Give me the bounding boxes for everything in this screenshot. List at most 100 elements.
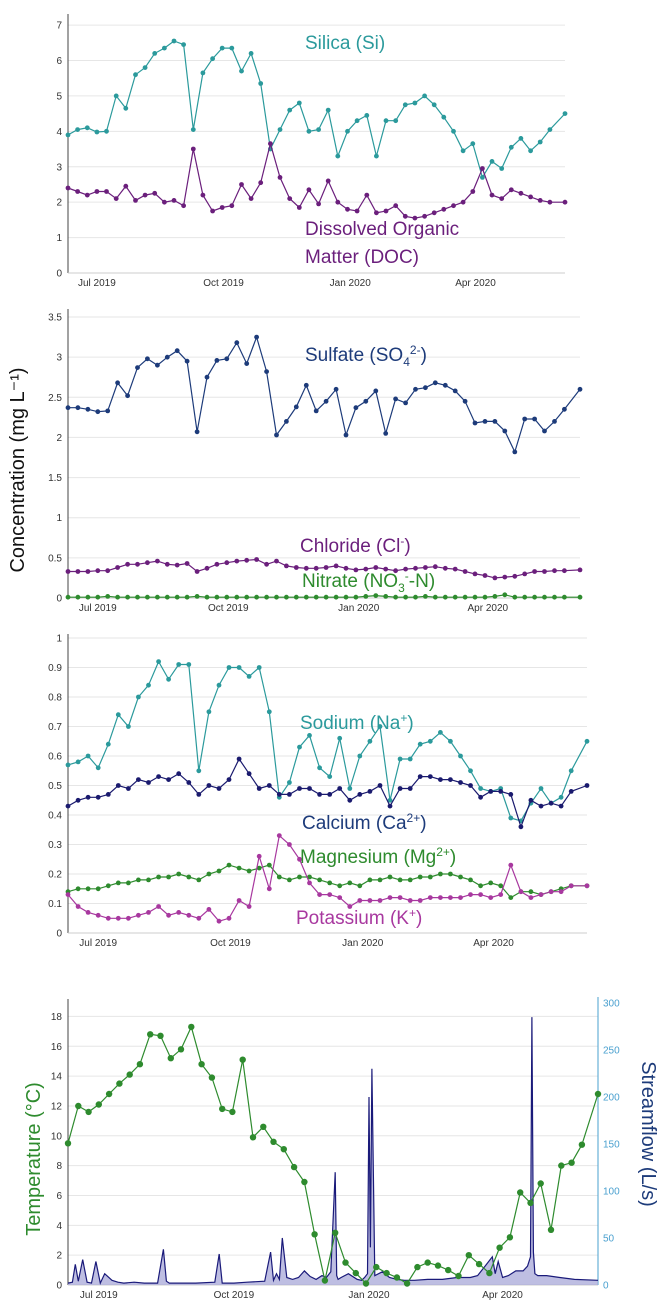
- data-point: [397, 756, 403, 762]
- data-point: [236, 665, 242, 670]
- data-point: [174, 562, 180, 568]
- data-point: [335, 153, 341, 159]
- data-point: [438, 777, 443, 782]
- data-point: [498, 883, 504, 889]
- data-point: [537, 139, 543, 145]
- data-point: [208, 1074, 216, 1081]
- data-point: [155, 594, 160, 600]
- y-tick-label: 2: [56, 198, 62, 209]
- data-point: [427, 738, 433, 744]
- data-point: [115, 380, 120, 386]
- data-point: [135, 561, 140, 567]
- data-point: [293, 565, 299, 570]
- data-point: [95, 886, 101, 892]
- data-point: [362, 1280, 370, 1287]
- x-tick-label: Oct 2019: [203, 278, 244, 289]
- data-point: [475, 1260, 483, 1268]
- y-tick-label: 3: [56, 162, 62, 173]
- data-point: [512, 449, 518, 455]
- data-point: [452, 594, 458, 600]
- panel-c: 0 0.1 0.2 0.3 0.4 0.5 0.6 0.7 0.8 0.9 1 Jul 2019 Oct…: [48, 634, 590, 949]
- data-point: [353, 594, 359, 600]
- data-point: [517, 1189, 524, 1196]
- data-point: [166, 777, 172, 782]
- data-point: [393, 118, 399, 124]
- data-point: [181, 42, 187, 47]
- y-tick-label: 5: [56, 91, 62, 102]
- data-point: [248, 196, 254, 202]
- series-label: Magnesium (Mg2+): [300, 845, 456, 868]
- data-point: [442, 382, 448, 388]
- data-point: [142, 65, 148, 70]
- data-point: [152, 190, 158, 196]
- data-point: [105, 741, 111, 747]
- data-point: [347, 904, 353, 909]
- data-point: [95, 765, 101, 771]
- data-point: [306, 187, 312, 193]
- data-point: [562, 594, 567, 600]
- data-point: [357, 753, 363, 759]
- data-point: [196, 792, 202, 797]
- data-point: [363, 566, 369, 572]
- series-line: [67, 834, 587, 922]
- data-point: [333, 594, 339, 600]
- data-point: [256, 865, 262, 871]
- x-tick-label: Jan 2020: [348, 1290, 390, 1301]
- data-point: [316, 127, 321, 132]
- data-point: [194, 594, 200, 599]
- data-point: [364, 113, 370, 118]
- data-point: [254, 557, 259, 562]
- data-point: [287, 877, 292, 883]
- data-point: [512, 594, 518, 600]
- data-point: [196, 877, 202, 883]
- data-point: [417, 898, 423, 903]
- data-point: [174, 594, 180, 600]
- data-point: [465, 1252, 472, 1259]
- data-point: [532, 569, 537, 574]
- data-point: [219, 205, 225, 210]
- data-point: [337, 735, 343, 741]
- data-point: [387, 895, 393, 900]
- data-point: [432, 564, 438, 570]
- data-point: [190, 146, 196, 152]
- data-point: [116, 1080, 123, 1087]
- data-point: [367, 898, 373, 903]
- data-point: [522, 594, 528, 600]
- data-point: [427, 874, 433, 880]
- data-point: [357, 883, 363, 889]
- data-point: [498, 892, 504, 897]
- data-point: [95, 794, 101, 800]
- data-point: [239, 182, 244, 187]
- data-point: [423, 385, 428, 391]
- data-point: [325, 178, 331, 184]
- data-point: [402, 102, 408, 108]
- data-point: [488, 789, 494, 794]
- data-point: [206, 907, 212, 912]
- y-tick-label: 4: [56, 127, 62, 138]
- data-point: [236, 756, 242, 762]
- data-point: [125, 880, 131, 886]
- data-point: [146, 910, 151, 915]
- y-tick-label: 0.8: [48, 693, 62, 704]
- data-point: [508, 895, 514, 900]
- data-point: [290, 1163, 298, 1171]
- data-point: [287, 842, 292, 847]
- series-line: [67, 1025, 599, 1285]
- data-point: [584, 738, 590, 744]
- data-point: [280, 1146, 287, 1153]
- data-point: [276, 833, 282, 838]
- data-point: [528, 895, 534, 900]
- data-point: [94, 129, 100, 135]
- data-point: [85, 886, 91, 892]
- series-line: [67, 660, 588, 822]
- data-point: [307, 874, 312, 880]
- data-point: [184, 561, 190, 566]
- data-point: [85, 794, 91, 800]
- data-point: [538, 803, 544, 809]
- right-tick-label: 300: [603, 999, 620, 1010]
- data-point: [85, 406, 91, 412]
- data-point: [234, 558, 240, 564]
- data-point: [164, 561, 170, 567]
- data-point: [75, 127, 80, 132]
- right-tick-label: 50: [603, 1234, 615, 1245]
